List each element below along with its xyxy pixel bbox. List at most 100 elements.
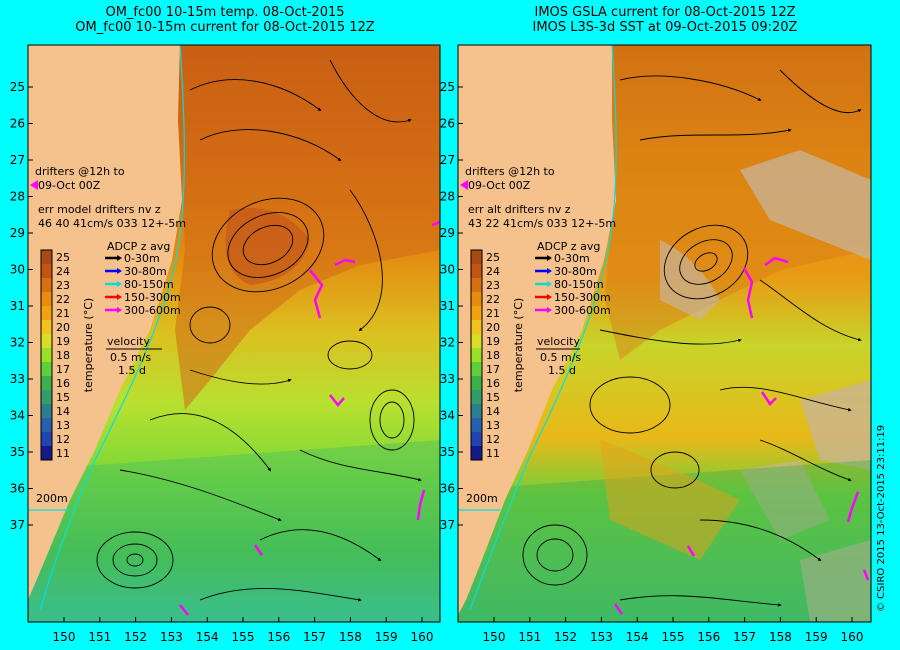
left-panel-title: OM_fc00 10-15m temp. 08-Oct-2015 OM_fc00… [0, 5, 450, 35]
colorbar-tick-label: 25 [486, 251, 500, 264]
latitude-tick-label: 37 [440, 518, 455, 532]
longitude-tick-label: 158 [339, 630, 362, 644]
colorbar-tick-label: 21 [486, 307, 500, 320]
left-velocity-label: velocity [107, 335, 150, 348]
adcp-legend-label: 30-80m [554, 265, 597, 278]
colorbar-swatch [41, 334, 52, 348]
latitude-tick-label: 31 [440, 299, 455, 313]
adcp-legend-label: 300-600m [554, 304, 611, 317]
left-panel-frame [27, 44, 441, 623]
right-map-panel [458, 45, 871, 622]
left-land [28, 45, 182, 600]
adcp-legend-arrowhead [117, 307, 122, 313]
colorbar-tick-label: 12 [486, 433, 500, 446]
latitude-tick-label: 33 [10, 372, 25, 386]
colorbar-tick-label: 17 [56, 363, 70, 376]
colorbar-swatch [41, 432, 52, 446]
adcp-legend-label: 300-600m [124, 304, 181, 317]
colorbar-swatch [471, 446, 482, 460]
left-cool-south [28, 440, 440, 622]
longitude-tick-label: 150 [53, 630, 76, 644]
colorbar-swatch [41, 446, 52, 460]
colorbar-frame [40, 249, 53, 461]
left-longitude-axis: 150 151 152 153 154 155 156 157 158 159 160 [53, 617, 433, 644]
right-err-line2: 43 22 41cm/s 033 12+-5m [468, 217, 616, 230]
adcp-legend-label: 80-150m [554, 278, 604, 291]
colorbar-tick-label: 14 [56, 405, 70, 418]
colorbar-swatch [41, 250, 52, 264]
left-drifters-line2: 09-Oct 00Z [38, 179, 101, 192]
colorbar-tick-label: 20 [486, 321, 500, 334]
colorbar-tick-label: 21 [56, 307, 70, 320]
longitude-tick-label: 152 [554, 630, 577, 644]
copyright-text: © CSIRO 2015 13-Oct-2015 23:11:19 [876, 424, 887, 612]
adcp-legend-arrowhead [117, 255, 122, 261]
right-err-line1: err alt drifters nv z [468, 203, 571, 216]
colorbar-swatch [471, 418, 482, 432]
adcp-legend-label: 30-80m [124, 265, 167, 278]
adcp-legend-label: 0-30m [554, 252, 590, 265]
colorbar-swatch [471, 362, 482, 376]
right-longitude-axis: 150 151 152 153 154 155 156 157 158 159 160 [483, 617, 863, 644]
left-annotations: drifters @12h to 09-Oct 00Z err model dr… [35, 165, 186, 505]
left-err-line2: 46 40 41cm/s 033 12+-5m [38, 217, 186, 230]
colorbar-tick-label: 13 [56, 419, 70, 432]
adcp-legend-label: 80-150m [124, 278, 174, 291]
right-land [458, 45, 616, 615]
right-contour-label: 200m [466, 492, 498, 505]
adcp-legend-arrowhead [547, 294, 552, 300]
adcp-legend-label: 0-30m [124, 252, 160, 265]
right-title-line1: IMOS GSLA current for 08-Oct-2015 12Z [534, 5, 796, 20]
left-drifter-tracks [179, 220, 440, 616]
colorbar-tick-label: 15 [486, 391, 500, 404]
latitude-tick-label: 28 [440, 190, 455, 204]
colorbar-swatch [471, 264, 482, 278]
left-velocity-duration: 1.5 d [118, 364, 146, 377]
colorbar-swatch [471, 306, 482, 320]
right-drifter-tracks [613, 256, 870, 615]
colorbar-tick-label: 22 [56, 293, 70, 306]
latitude-tick-label: 25 [10, 80, 25, 94]
latitude-tick-label: 34 [10, 409, 25, 423]
longitude-tick-label: 157 [733, 630, 756, 644]
colorbar-tick-label: 22 [486, 293, 500, 306]
colorbar-tick-label: 14 [486, 405, 500, 418]
colorbar-swatch [471, 348, 482, 362]
right-colorbar-label: temperature (°C) [512, 298, 525, 392]
colorbar-tick-label: 19 [486, 335, 500, 348]
latitude-tick-label: 35 [440, 445, 455, 459]
left-warm-eddy [225, 208, 310, 285]
latitude-tick-label: 25 [440, 80, 455, 94]
longitude-tick-label: 159 [375, 630, 398, 644]
colorbar-swatch [41, 278, 52, 292]
right-velocity-speed: 0.5 m/s [540, 351, 581, 364]
colorbar-tick-label: 24 [56, 265, 70, 278]
latitude-tick-label: 26 [10, 117, 25, 131]
latitude-tick-label: 27 [10, 153, 25, 167]
colorbar-swatch [471, 404, 482, 418]
adcp-legend-arrowhead [117, 294, 122, 300]
longitude-tick-label: 151 [88, 630, 111, 644]
left-200m-contour [39, 45, 185, 611]
latitude-tick-label: 37 [10, 518, 25, 532]
colorbar-swatch [41, 362, 52, 376]
latitude-tick-label: 30 [440, 263, 455, 277]
latitude-tick-label: 36 [10, 482, 25, 496]
latitude-tick-label: 26 [440, 117, 455, 131]
latitude-tick-label: 27 [440, 153, 455, 167]
latitude-tick-label: 29 [10, 226, 25, 240]
colorbar-tick-label: 23 [486, 279, 500, 292]
latitude-tick-label: 36 [440, 482, 455, 496]
right-adcp-title: ADCP z avg [537, 240, 600, 253]
left-err-line1: err model drifters nv z [38, 203, 161, 216]
colorbar-tick-label: 25 [56, 251, 70, 264]
adcp-legend-arrowhead [117, 281, 122, 287]
left-streamlines [96, 59, 422, 602]
colorbar-tick-label: 18 [56, 349, 70, 362]
adcp-legend-arrowhead [547, 268, 552, 274]
colorbar-tick-label: 13 [486, 419, 500, 432]
colorbar-swatch [471, 320, 482, 334]
